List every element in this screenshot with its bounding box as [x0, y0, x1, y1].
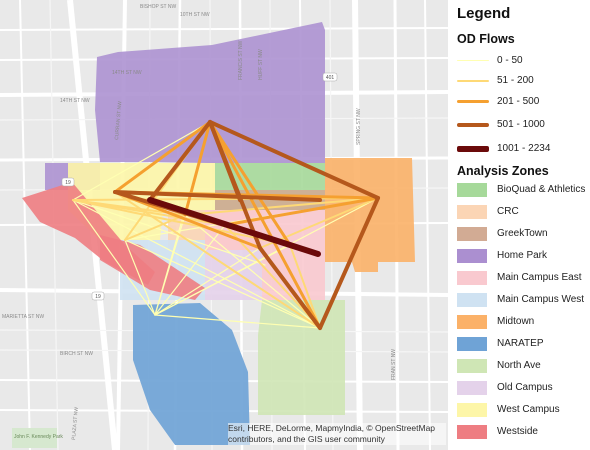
map-canvas: 14TH ST NW 14TH ST NW CURRAN ST NW FRANC…	[0, 0, 448, 450]
route-shield-icon	[91, 291, 105, 301]
flow-class-row: 501 - 1000	[457, 118, 587, 132]
zone-swatch	[457, 425, 487, 439]
route-shield-icon	[61, 177, 75, 187]
street-label: SPRING ST NW	[356, 108, 362, 145]
flow-line-swatch	[457, 100, 489, 103]
street-label: BISHOP ST NW	[140, 4, 176, 10]
street-label: 10TH ST NW	[180, 12, 210, 18]
zone-label: Main Campus East	[497, 272, 582, 283]
zone-swatch	[457, 183, 487, 197]
flow-class-label: 201 - 500	[497, 96, 540, 107]
flow-line-swatch	[457, 123, 489, 127]
zone-swatch	[457, 271, 487, 285]
zone-label: Old Campus	[497, 382, 553, 393]
zone-naratep[interactable]	[133, 303, 250, 445]
park-label: John F. Kennedy Park	[14, 434, 63, 440]
zone-swatch	[457, 227, 487, 241]
street-label: MARIETTA ST NW	[2, 314, 44, 320]
flows-1001-2234	[147, 197, 321, 257]
flow-class-row: 51 - 200	[457, 74, 587, 88]
zone-label: North Ave	[497, 360, 541, 371]
flow-class-label: 51 - 200	[497, 75, 534, 86]
zone-label: BioQuad & Athletics	[497, 184, 586, 195]
flow-class-row: 0 - 50	[457, 54, 587, 68]
map-attribution: Esri, HERE, DeLorme, MapmyIndia, © OpenS…	[228, 423, 446, 445]
zone-swatch	[457, 403, 487, 417]
analysis-zones-header: Analysis Zones	[457, 164, 549, 178]
street-labels: 14TH ST NW 14TH ST NW CURRAN ST NW FRANC…	[2, 4, 397, 440]
zone-label: West Campus	[497, 404, 560, 415]
zone-legend-row: Home Park	[457, 248, 589, 264]
flow-class-label: 501 - 1000	[497, 119, 545, 130]
route-shield-icon	[322, 72, 338, 82]
zone-legend-row: Westside	[457, 424, 589, 440]
street-label: HUFF ST NW	[258, 49, 264, 80]
zone-legend-row: Main Campus West	[457, 292, 589, 308]
zone-legend-row: CRC	[457, 204, 589, 220]
zone-old-campus[interactable]	[205, 250, 262, 300]
zone-swatch	[457, 381, 487, 395]
street-label: CURRAN ST NW	[114, 101, 123, 140]
zone-label: Midtown	[497, 316, 535, 327]
route-shield-label: 19	[65, 180, 71, 186]
street-label: FRAN ST NW	[391, 349, 397, 380]
zone-legend-row: Midtown	[457, 314, 589, 330]
route-shield-label: 19	[95, 294, 101, 300]
flows-501-1000	[113, 120, 380, 330]
flow-class-row: 201 - 500	[457, 95, 587, 109]
flow-line-swatch	[457, 146, 489, 152]
flow-line-swatch	[457, 80, 489, 82]
zone-label: Home Park	[497, 250, 548, 261]
zone-label: NARATEP	[497, 338, 544, 349]
flow-line-swatch	[457, 60, 489, 61]
zone-label: CRC	[497, 206, 519, 217]
street-label: 14TH ST NW	[112, 70, 142, 76]
flow-class-label: 1001 - 2234	[497, 143, 551, 154]
zone-legend-row: West Campus	[457, 402, 589, 418]
zone-legend-row: Main Campus East	[457, 270, 589, 286]
zone-label: Main Campus West	[497, 294, 585, 305]
legend-title: Legend	[457, 5, 511, 22]
street-label: BIRCH ST NW	[60, 351, 93, 357]
route-shield-label: 401	[326, 75, 335, 81]
zone-label: GreekTown	[497, 228, 548, 239]
zone-legend-row: North Ave	[457, 358, 589, 374]
park-area	[12, 428, 57, 448]
od-flow-lines	[72, 120, 380, 330]
map-view[interactable]: 14TH ST NW 14TH ST NW CURRAN ST NW FRANC…	[0, 0, 448, 450]
street-label: FRANCIS ST NW	[238, 40, 244, 80]
zone-north-ave[interactable]	[258, 300, 345, 415]
zone-swatch	[457, 359, 487, 373]
zone-swatch	[457, 293, 487, 307]
street-label: 14TH ST NW	[60, 98, 90, 104]
park: John F. Kennedy Park	[12, 428, 63, 448]
zone-swatch	[457, 337, 487, 351]
zone-label: Westside	[497, 426, 538, 437]
od-flows-header: OD Flows	[457, 32, 515, 46]
zone-legend-row: Old Campus	[457, 380, 589, 396]
zone-legend-row: GreekTown	[457, 226, 589, 242]
flow-class-label: 0 - 50	[497, 55, 523, 66]
zone-home-park[interactable]	[95, 22, 325, 163]
zone-legend-row: BioQuad & Athletics	[457, 182, 589, 198]
legend-panel: Legend OD Flows 0 - 50 51 - 200 201 - 50…	[448, 0, 590, 450]
zone-swatch	[457, 205, 487, 219]
zone-legend-row: NARATEP	[457, 336, 589, 352]
flow-class-row: 1001 - 2234	[457, 142, 587, 156]
street-label: PLAZA ST NW	[71, 407, 80, 441]
highway-shields: 401 19 19	[61, 72, 338, 301]
zone-swatch	[457, 315, 487, 329]
zone-swatch	[457, 249, 487, 263]
